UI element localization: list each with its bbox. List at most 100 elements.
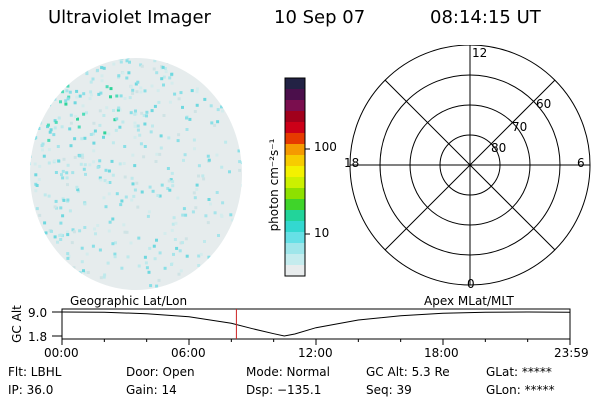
x-tick-label-2359: 23:59 — [554, 346, 589, 360]
image-pixel — [113, 255, 117, 259]
image-pixel — [122, 162, 126, 165]
image-pixel — [240, 161, 242, 165]
image-pixel — [204, 214, 208, 218]
image-pixel — [66, 230, 69, 234]
image-pixel — [125, 76, 129, 80]
image-pixel — [102, 114, 106, 117]
gain-info: Gain: 14 — [126, 383, 177, 397]
image-pixel — [162, 75, 166, 79]
image-pixel — [76, 117, 79, 121]
x-tick-label-0600: 06:00 — [171, 346, 206, 360]
image-pixel — [117, 74, 121, 78]
image-pixel — [151, 189, 155, 193]
colorbar-cell — [285, 199, 305, 211]
image-pixel — [30, 88, 34, 92]
image-pixel — [40, 144, 44, 148]
image-pixel — [60, 173, 63, 177]
image-pixel — [158, 152, 162, 156]
image-pixel — [82, 269, 85, 273]
image-pixel — [80, 246, 84, 250]
image-pixel — [32, 128, 36, 132]
image-pixel — [140, 111, 144, 115]
image-pixel — [73, 137, 77, 141]
image-pixel — [159, 146, 163, 150]
image-pixel — [66, 66, 70, 70]
image-pixel — [68, 68, 71, 72]
image-pixel — [160, 65, 163, 69]
image-pixel — [171, 184, 175, 188]
image-pixel — [207, 198, 211, 201]
image-pixel — [70, 241, 74, 245]
image-pixel — [84, 278, 88, 282]
image-pixel — [45, 275, 49, 279]
image-pixel — [48, 92, 52, 96]
seq-info: Seq: 39 — [366, 383, 412, 397]
image-pixel — [46, 125, 49, 129]
image-pixel — [43, 221, 47, 225]
image-pixel — [195, 87, 199, 91]
colorbar-cell — [285, 78, 305, 90]
image-pixel — [31, 232, 34, 236]
image-pixel — [81, 156, 85, 160]
image-pixel — [67, 95, 71, 99]
image-pixel — [31, 238, 35, 242]
image-pixel — [65, 176, 69, 180]
image-pixel — [71, 228, 75, 232]
image-pixel — [30, 109, 32, 113]
colorbar-cell — [285, 133, 305, 145]
image-pixel — [222, 80, 226, 83]
polar-grid — [349, 45, 591, 286]
image-pixel — [124, 195, 128, 199]
image-pixel — [188, 117, 192, 121]
image-pixel — [58, 59, 62, 63]
image-pixel — [198, 67, 202, 70]
colorbar-cell — [285, 265, 305, 277]
image-pixel — [147, 210, 151, 214]
door-info: Door: Open — [126, 365, 195, 379]
colorbar-tick-label-10: 10 — [314, 226, 330, 240]
image-pixel — [85, 68, 89, 72]
image-pixel — [62, 75, 66, 79]
image-pixel — [35, 207, 39, 211]
image-pixel — [192, 191, 196, 195]
image-pixel — [46, 123, 50, 127]
image-pixel — [82, 112, 86, 116]
gc-alt-line — [61, 311, 570, 337]
image-pixel — [234, 91, 238, 95]
image-pixel — [61, 214, 65, 218]
image-pixel — [144, 261, 148, 265]
image-pixel — [39, 121, 43, 125]
image-pixel — [80, 137, 84, 141]
image-pixel — [145, 114, 148, 118]
image-pixel — [216, 108, 220, 112]
image-pixel — [92, 160, 96, 164]
x-tick-label-1200: 12:00 — [298, 346, 333, 360]
colorbar-cell — [285, 254, 305, 266]
image-pixel — [68, 209, 72, 213]
image-pixel — [46, 69, 49, 72]
image-pixel — [151, 124, 154, 128]
image-pixel — [140, 190, 144, 194]
image-pixel — [166, 167, 170, 170]
image-pixel — [153, 104, 157, 108]
image-pixel — [99, 178, 103, 182]
image-pixel — [182, 207, 186, 211]
image-pixel — [203, 97, 207, 101]
image-pixel — [130, 176, 134, 180]
image-pixel — [136, 205, 140, 209]
image-pixel — [207, 255, 211, 259]
image-pixel — [142, 155, 146, 159]
image-pixel — [170, 263, 173, 266]
image-pixel — [193, 196, 197, 200]
image-pixel — [212, 84, 215, 88]
image-pixel — [62, 198, 66, 202]
image-pixel — [201, 174, 205, 178]
image-pixel — [64, 62, 68, 66]
image-pixel — [100, 66, 104, 70]
image-pixel — [88, 163, 92, 167]
image-pixel — [115, 192, 119, 196]
image-pixel — [32, 73, 36, 77]
image-pixel — [213, 211, 217, 215]
image-pixel — [145, 110, 149, 114]
image-pixel — [163, 266, 167, 270]
